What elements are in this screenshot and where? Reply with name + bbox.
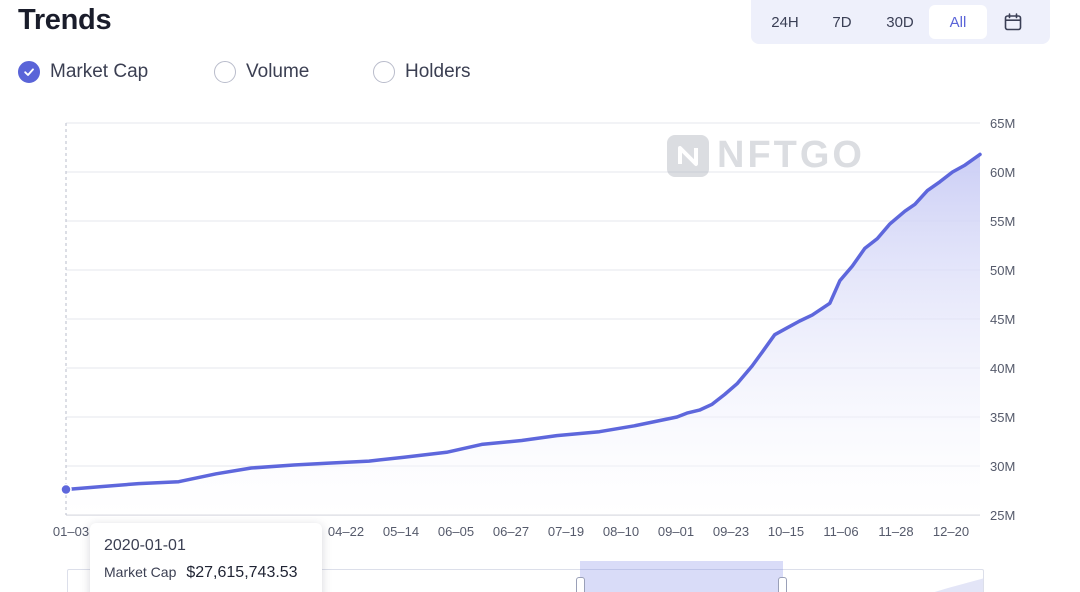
time-range-selector: 24H 7D 30D All bbox=[751, 0, 1050, 44]
data-point[interactable] bbox=[555, 434, 559, 438]
data-point[interactable] bbox=[773, 333, 777, 337]
market-cap-chart[interactable]: 25M 30M 35M 40M 45M 50M 55M 60M 65M 01–03 04–22 05… bbox=[0, 100, 1080, 550]
data-point[interactable] bbox=[798, 319, 802, 323]
calendar-icon bbox=[1004, 13, 1022, 31]
market-cap-line bbox=[64, 152, 982, 492]
data-point[interactable] bbox=[785, 326, 789, 330]
x-tick-label: 08–10 bbox=[603, 524, 639, 539]
data-point[interactable] bbox=[249, 466, 253, 470]
x-tick-label: 09–23 bbox=[713, 524, 749, 539]
range-30d-button[interactable]: 30D bbox=[886, 13, 914, 31]
hover-point bbox=[60, 483, 72, 496]
data-point[interactable] bbox=[723, 393, 727, 397]
data-point[interactable] bbox=[367, 459, 371, 463]
y-tick-label: 50M bbox=[990, 263, 1015, 278]
data-point[interactable] bbox=[828, 301, 832, 305]
data-point[interactable] bbox=[632, 424, 636, 428]
data-point[interactable] bbox=[875, 237, 879, 241]
toggle-holders[interactable]: Holders bbox=[373, 58, 470, 86]
y-tick-label: 35M bbox=[990, 410, 1015, 425]
tooltip-value: $27,615,743.53 bbox=[186, 564, 298, 581]
market-cap-area bbox=[66, 154, 980, 515]
data-point[interactable] bbox=[760, 350, 764, 354]
y-tick-label: 25M bbox=[990, 508, 1015, 523]
data-point[interactable] bbox=[863, 246, 867, 250]
x-tick-label: 11–28 bbox=[878, 524, 913, 539]
watermark: NFTGO bbox=[667, 134, 865, 177]
data-point[interactable] bbox=[750, 364, 754, 368]
data-point[interactable] bbox=[888, 222, 892, 226]
data-point[interactable] bbox=[951, 170, 955, 174]
y-tick-label: 60M bbox=[990, 165, 1015, 180]
data-point[interactable] bbox=[685, 411, 689, 415]
y-tick-label: 40M bbox=[990, 361, 1015, 376]
y-tick-label: 65M bbox=[990, 116, 1015, 131]
toggle-market-cap[interactable]: Market Cap bbox=[18, 58, 148, 86]
data-point[interactable] bbox=[710, 402, 714, 406]
data-point[interactable] bbox=[214, 472, 218, 476]
data-point[interactable] bbox=[978, 152, 982, 156]
toggle-label: Market Cap bbox=[50, 61, 149, 82]
data-point[interactable] bbox=[520, 439, 524, 443]
data-point[interactable] bbox=[903, 209, 907, 213]
data-point[interactable] bbox=[735, 382, 739, 386]
toggle-label: Holders bbox=[405, 61, 471, 82]
nftgo-logo-icon bbox=[667, 134, 709, 177]
data-point[interactable] bbox=[698, 408, 702, 412]
data-point[interactable] bbox=[850, 264, 854, 268]
range-24h-button[interactable]: 24H bbox=[771, 13, 799, 31]
chart-tooltip: 2020-01-01 Market Cap $27,615,743.53 bbox=[90, 523, 322, 592]
data-point[interactable] bbox=[913, 202, 917, 206]
y-tick-label: 55M bbox=[990, 214, 1015, 229]
data-point[interactable] bbox=[838, 279, 842, 283]
tooltip-date: 2020-01-01 bbox=[104, 537, 186, 554]
y-tick-label: 45M bbox=[990, 312, 1015, 327]
x-tick-label: 06–27 bbox=[493, 524, 529, 539]
data-point[interactable] bbox=[327, 461, 331, 465]
x-tick-label: 12–20 bbox=[933, 524, 969, 539]
page-title: Trends bbox=[18, 4, 112, 36]
data-point[interactable] bbox=[177, 480, 181, 484]
range-7d-button[interactable]: 7D bbox=[832, 13, 852, 31]
toggle-volume[interactable]: Volume bbox=[214, 58, 309, 86]
navigator-selection[interactable] bbox=[580, 561, 783, 592]
data-point[interactable] bbox=[925, 189, 929, 193]
data-point[interactable] bbox=[445, 450, 449, 454]
x-tick-label: 05–14 bbox=[383, 524, 419, 539]
x-tick-label: 07–19 bbox=[548, 524, 584, 539]
x-tick-label: 11–06 bbox=[823, 524, 858, 539]
x-tick-label: 04–22 bbox=[328, 524, 364, 539]
data-point[interactable] bbox=[938, 180, 942, 184]
data-point[interactable] bbox=[480, 442, 484, 446]
y-tick-label: 30M bbox=[990, 459, 1015, 474]
x-tick-label: 10–15 bbox=[768, 524, 804, 539]
calendar-button[interactable] bbox=[987, 5, 1039, 39]
data-point[interactable] bbox=[675, 415, 679, 419]
data-point[interactable] bbox=[99, 485, 103, 489]
tooltip-label: Market Cap bbox=[104, 564, 177, 580]
data-point[interactable] bbox=[810, 313, 814, 317]
data-point[interactable] bbox=[402, 455, 406, 459]
range-all-button[interactable]: All bbox=[929, 5, 987, 39]
watermark-text: NFTGO bbox=[717, 134, 865, 176]
data-point[interactable] bbox=[137, 482, 141, 486]
navigator-right-handle[interactable] bbox=[778, 577, 787, 592]
x-tick-label: 06–05 bbox=[438, 524, 474, 539]
data-point[interactable] bbox=[963, 163, 967, 167]
data-point[interactable] bbox=[292, 463, 296, 467]
x-tick-label: 01–03 bbox=[53, 524, 89, 539]
radio-empty-icon bbox=[373, 61, 395, 83]
radio-empty-icon bbox=[214, 61, 236, 83]
navigator-left-handle[interactable] bbox=[576, 577, 585, 592]
checkmark-icon bbox=[18, 61, 40, 83]
toggle-label: Volume bbox=[246, 61, 310, 82]
data-point[interactable] bbox=[597, 430, 601, 434]
x-tick-label: 09–01 bbox=[658, 524, 694, 539]
